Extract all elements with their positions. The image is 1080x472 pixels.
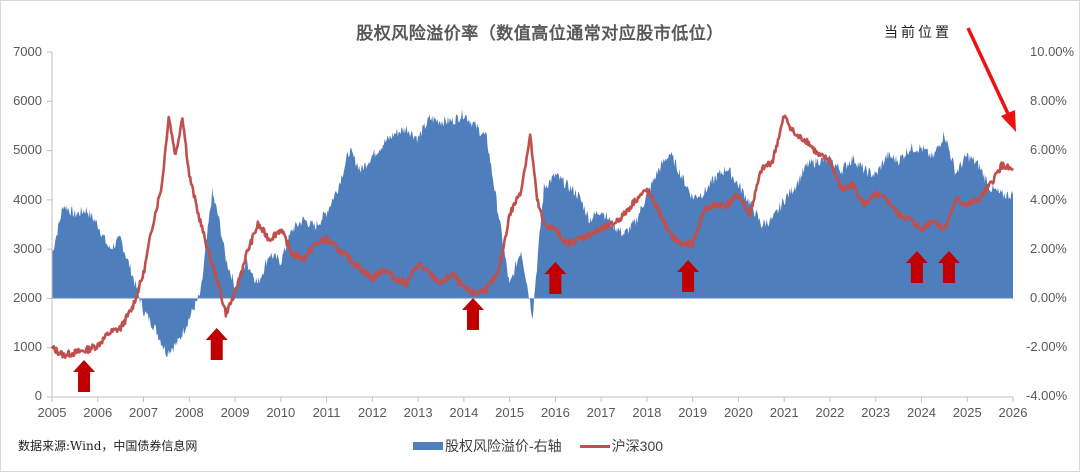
left-axis-tick: 5000 bbox=[13, 142, 42, 157]
x-axis-tick: 2017 bbox=[586, 405, 616, 420]
legend-label-erp: 股权风险溢价-右轴 bbox=[445, 438, 562, 454]
right-axis-tick: 10.00% bbox=[1030, 44, 1075, 59]
right-axis-tick: 2.00% bbox=[1030, 241, 1067, 256]
right-axis-tick: -4.00% bbox=[1026, 388, 1068, 403]
x-axis-tick: 2009 bbox=[220, 405, 250, 420]
low-point-arrows bbox=[73, 251, 960, 392]
chart-title: 股权风险溢价率（数值高位通常对应股市低位） bbox=[356, 24, 724, 43]
x-axis-tick: 2020 bbox=[723, 405, 753, 420]
x-axis-tick: 2021 bbox=[769, 405, 799, 420]
left-axis-tick: 1000 bbox=[13, 339, 42, 354]
x-axis-tick: 2022 bbox=[815, 405, 845, 420]
current-position-arrow-icon bbox=[966, 27, 1016, 132]
equity-risk-premium-area bbox=[52, 109, 1013, 358]
current-position-annotation: 当前位置 bbox=[884, 25, 952, 41]
right-axis-tick: 6.00% bbox=[1030, 142, 1067, 157]
x-axis-tick: 2025 bbox=[952, 405, 982, 420]
x-axis-tick: 2006 bbox=[83, 405, 113, 420]
right-axis-tick: 8.00% bbox=[1030, 93, 1067, 108]
x-axis-tick: 2013 bbox=[403, 405, 433, 420]
red-up-arrow-icon bbox=[462, 298, 485, 330]
red-up-arrow-icon bbox=[905, 251, 928, 283]
red-up-arrow-icon bbox=[677, 260, 700, 292]
right-axis-tick: -2.00% bbox=[1026, 339, 1068, 354]
red-up-arrow-icon bbox=[544, 262, 567, 294]
x-axis-tick: 2018 bbox=[632, 405, 662, 420]
x-axis-tick: 2012 bbox=[357, 405, 387, 420]
csi300-line bbox=[50, 114, 1015, 359]
right-axis-tick: 4.00% bbox=[1030, 192, 1067, 207]
legend-line-swatch bbox=[579, 444, 610, 448]
axes bbox=[47, 51, 1014, 402]
x-axis-tick: 2008 bbox=[174, 405, 204, 420]
x-axis-tick: 2023 bbox=[861, 405, 891, 420]
x-axis-tick: 2010 bbox=[266, 405, 296, 420]
x-axis-tick: 2019 bbox=[678, 405, 708, 420]
left-axis-tick: 6000 bbox=[13, 93, 42, 108]
x-axis-tick: 2024 bbox=[907, 405, 936, 420]
red-up-arrow-icon bbox=[73, 360, 96, 392]
left-axis-tick: 7000 bbox=[13, 44, 42, 59]
left-axis-tick: 0 bbox=[34, 388, 42, 403]
right-axis-tick: 0.00% bbox=[1030, 290, 1067, 305]
x-axis-tick: 2015 bbox=[495, 405, 525, 420]
x-axis-tick: 2005 bbox=[37, 405, 67, 420]
x-axis-tick: 2026 bbox=[998, 405, 1028, 420]
x-axis-tick: 2007 bbox=[129, 405, 158, 420]
x-axis-tick: 2016 bbox=[540, 405, 570, 420]
data-source-note: 数据来源:Wind，中国债券信息网 bbox=[18, 439, 198, 453]
x-axis-tick: 2014 bbox=[449, 405, 479, 420]
red-up-arrow-icon bbox=[937, 251, 960, 283]
chart-legend: 股权风险溢价-右轴 沪深300 bbox=[413, 436, 663, 456]
left-axis-tick: 3000 bbox=[13, 241, 42, 256]
x-axis-tick: 2011 bbox=[312, 405, 341, 420]
red-up-arrow-icon bbox=[205, 328, 228, 360]
left-axis-tick: 4000 bbox=[13, 192, 42, 207]
legend-area-swatch bbox=[413, 442, 443, 450]
legend-label-csi300: 沪深300 bbox=[611, 438, 664, 454]
left-axis-tick: 2000 bbox=[13, 290, 42, 305]
